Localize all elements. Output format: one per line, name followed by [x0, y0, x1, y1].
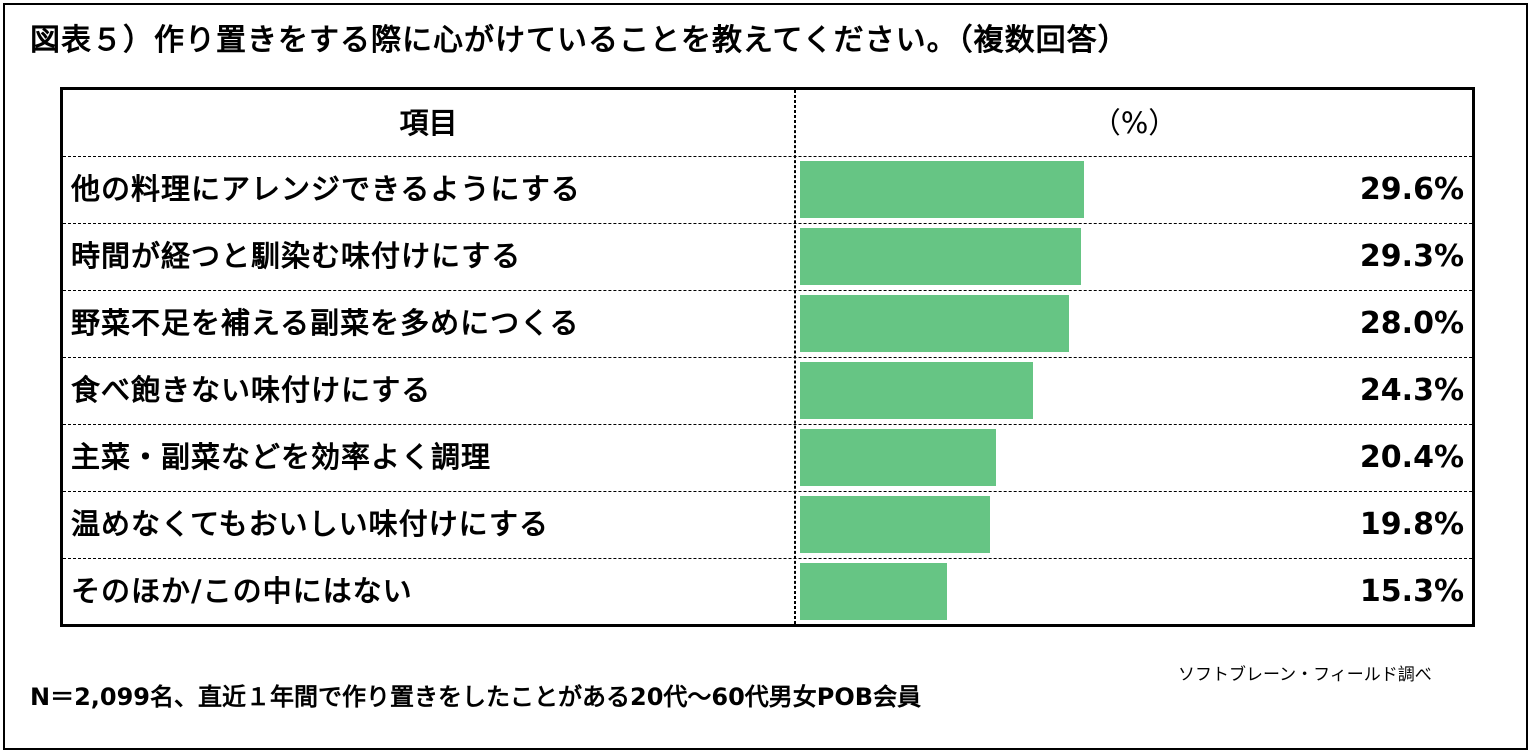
bar	[800, 228, 1081, 285]
table-row: 他の料理にアレンジできるようにする 29.6%	[63, 156, 1472, 223]
header-item: 項目	[399, 106, 458, 140]
row-divider	[63, 223, 1472, 224]
footnote: N＝2,099名、直近１年間で作り置きをしたことがある20代～60代男女POB会…	[30, 683, 922, 711]
table-row: 主菜・副菜などを効率よく調理 20.4%	[63, 424, 1472, 491]
value-label: 19.8%	[1359, 507, 1464, 542]
header-percent: （%）	[1091, 106, 1178, 140]
chart-frame: 図表５）作り置きをする際に心がけていることを教えてください。（複数回答） 項目 …	[3, 3, 1528, 750]
row-divider	[63, 290, 1472, 291]
bar	[800, 496, 990, 553]
table-row: 温めなくてもおいしい味付けにする 19.8%	[63, 491, 1472, 558]
bar	[800, 362, 1033, 419]
bar	[800, 429, 996, 486]
category-label: 温めなくてもおいしい味付けにする	[71, 507, 549, 541]
value-label: 29.3%	[1359, 239, 1464, 274]
source-credit: ソフトブレーン・フィールド調べ	[1178, 665, 1432, 685]
value-label: 28.0%	[1359, 306, 1464, 341]
table-row: 食べ飽きない味付けにする 24.3%	[63, 357, 1472, 424]
value-label: 15.3%	[1359, 574, 1464, 609]
value-label: 24.3%	[1359, 373, 1464, 408]
category-label: 主菜・副菜などを効率よく調理	[71, 440, 492, 474]
chart-table: 項目 （%） 他の料理にアレンジできるようにする 29.6% 時間が経つと馴染む味付…	[60, 87, 1475, 627]
table-row: 野菜不足を補える副菜を多めにつくる 28.0%	[63, 290, 1472, 357]
category-label: 野菜不足を補える副菜を多めにつくる	[71, 306, 580, 340]
bar	[800, 295, 1069, 352]
category-label: 食べ飽きない味付けにする	[71, 373, 432, 407]
row-divider	[63, 357, 1472, 358]
category-label: 時間が経つと馴染む味付けにする	[71, 239, 522, 273]
table-header: 項目 （%）	[63, 90, 1472, 156]
row-divider	[63, 424, 1472, 425]
category-label: 他の料理にアレンジできるようにする	[71, 172, 581, 206]
row-divider	[63, 491, 1472, 492]
value-label: 20.4%	[1359, 440, 1464, 475]
row-divider	[63, 558, 1472, 559]
table-row: そのほか/この中にはない 15.3%	[63, 558, 1472, 625]
bar	[800, 161, 1084, 218]
category-label: そのほか/この中にはない	[71, 574, 413, 608]
value-label: 29.6%	[1359, 172, 1464, 207]
row-divider	[63, 156, 1472, 157]
bar	[800, 563, 947, 620]
chart-title: 図表５）作り置きをする際に心がけていることを教えてください。（複数回答）	[30, 23, 1129, 58]
table-row: 時間が経つと馴染む味付けにする 29.3%	[63, 223, 1472, 290]
